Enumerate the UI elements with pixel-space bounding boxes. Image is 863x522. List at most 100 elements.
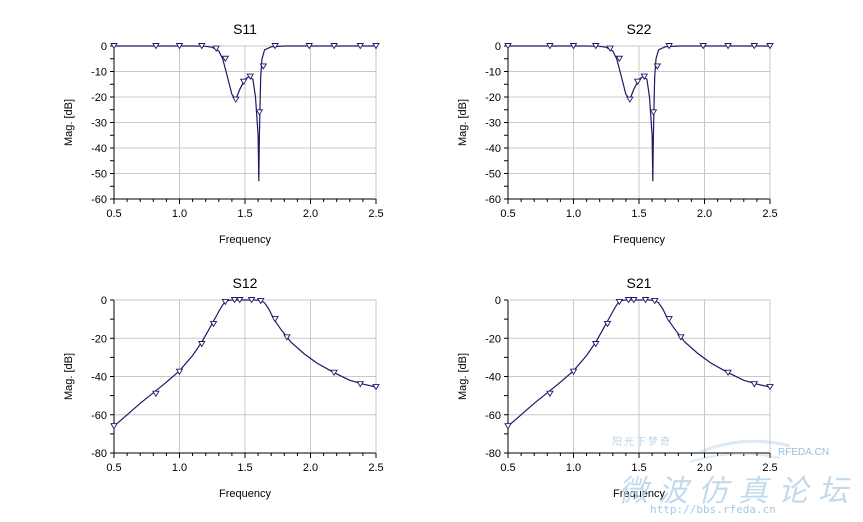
x-tick-label: 1.5 — [237, 462, 252, 474]
data-point-marker — [591, 43, 600, 50]
y-tick-label: -40 — [485, 372, 501, 384]
data-point-marker — [641, 297, 650, 304]
y-tick-label: -50 — [91, 169, 107, 181]
data-point-marker — [230, 297, 239, 304]
x-tick-label: 1.0 — [172, 208, 187, 220]
y-tick-label: -60 — [91, 410, 107, 422]
data-point-marker — [283, 334, 291, 341]
y-tick-label: -30 — [91, 118, 107, 130]
x-tick-label: 1.5 — [237, 208, 252, 220]
x-tick-label: 2.5 — [368, 208, 383, 220]
data-point-marker — [624, 297, 633, 304]
data-point-marker — [356, 43, 365, 50]
x-axis-label: Frequency — [219, 488, 271, 500]
y-axis-label: Mag. [dB] — [457, 99, 469, 146]
data-point-marker — [750, 43, 759, 50]
y-tick-label: -20 — [91, 92, 107, 104]
data-point-marker — [724, 43, 732, 50]
data-point-marker — [330, 43, 338, 50]
data-point-marker — [152, 390, 160, 398]
y-tick-label: -20 — [91, 333, 107, 345]
data-point-marker — [197, 341, 206, 348]
x-tick-label: 2.5 — [762, 208, 777, 220]
data-point-marker — [750, 381, 759, 388]
data-point-marker — [699, 43, 707, 50]
y-axis-label: Mag. [dB] — [63, 99, 75, 146]
x-tick-label: 2.0 — [697, 462, 712, 474]
data-point-marker — [724, 369, 732, 377]
y-tick-label: -60 — [91, 194, 107, 206]
data-point-marker — [649, 109, 658, 116]
y-tick-label: -40 — [485, 143, 501, 155]
data-point-marker — [110, 423, 118, 430]
data-point-marker — [209, 320, 218, 328]
data-point-marker — [546, 390, 554, 398]
chart-panel-s11: S11 0.5 1.0 1.5 2.0 2.5 0 -10 -20 -30 -40 -50 -60 Fre… — [63, 21, 384, 246]
data-point-marker — [615, 55, 624, 63]
data-point-marker — [626, 96, 634, 103]
x-tick-label: 2.5 — [368, 462, 383, 474]
y-tick-label: 0 — [495, 41, 501, 53]
x-tick-label: 0.5 — [106, 208, 121, 220]
x-tick-label: 1.0 — [566, 462, 581, 474]
y-tick-label: -20 — [485, 92, 501, 104]
chart-title: S11 — [233, 21, 257, 37]
data-point-marker — [677, 334, 685, 341]
y-tick-label: -20 — [485, 333, 501, 345]
data-point-marker — [569, 368, 578, 376]
data-point-marker — [653, 63, 662, 70]
data-point-marker — [603, 320, 612, 328]
data-point-marker — [305, 43, 313, 50]
data-point-marker — [152, 43, 160, 50]
data-point-marker — [591, 341, 600, 348]
x-tick-label: 0.5 — [106, 462, 121, 474]
y-tick-label: 0 — [101, 295, 107, 307]
data-point-marker — [569, 43, 578, 50]
data-point-marker — [665, 43, 673, 50]
x-tick-label: 1.5 — [631, 462, 646, 474]
data-point-marker — [330, 369, 338, 377]
x-axis-label: Frequency — [613, 488, 665, 500]
y-tick-label: -30 — [485, 118, 501, 130]
data-point-marker — [766, 43, 774, 50]
data-point-marker — [256, 298, 265, 305]
data-point-marker — [606, 45, 614, 52]
x-tick-label: 1.5 — [631, 208, 646, 220]
data-point-marker — [372, 384, 380, 391]
data-point-marker — [221, 298, 230, 306]
y-tick-label: -60 — [485, 410, 501, 422]
data-point-marker — [259, 63, 268, 70]
chart-panel-s12: S12 0.5 1.0 1.5 2.0 2.5 0 -20 -40 -60 -80 Frequency… — [63, 275, 384, 500]
y-axis-label: Mag. [dB] — [457, 353, 469, 400]
watermark-swoosh — [689, 452, 781, 463]
y-tick-label: 0 — [101, 41, 107, 53]
data-point-marker — [633, 78, 642, 86]
data-point-marker — [271, 316, 279, 323]
x-tick-label: 2.0 — [303, 462, 318, 474]
x-tick-label: 1.0 — [172, 462, 187, 474]
chart-title: S21 — [627, 275, 652, 291]
data-point-marker — [110, 43, 118, 50]
chart-title: S22 — [627, 21, 652, 37]
x-axis-label: Frequency — [613, 234, 665, 246]
data-point-marker — [212, 45, 220, 52]
data-point-marker — [247, 297, 256, 304]
x-tick-label: 1.0 — [566, 208, 581, 220]
data-point-marker — [255, 109, 264, 116]
data-point-marker — [232, 96, 240, 103]
y-tick-label: -80 — [485, 448, 501, 460]
data-point-marker — [640, 73, 649, 80]
data-point-marker — [246, 73, 255, 80]
x-tick-label: 0.5 — [500, 462, 515, 474]
y-tick-label: -40 — [91, 372, 107, 384]
y-tick-label: 0 — [495, 295, 501, 307]
data-point-marker — [766, 384, 774, 391]
y-tick-label: -10 — [485, 67, 501, 79]
data-point-marker — [175, 43, 184, 50]
data-point-marker — [650, 298, 659, 305]
data-point-marker — [235, 297, 244, 304]
data-point-marker — [197, 43, 206, 50]
data-point-marker — [665, 316, 673, 323]
data-point-marker — [356, 381, 365, 388]
y-tick-label: -10 — [91, 67, 107, 79]
